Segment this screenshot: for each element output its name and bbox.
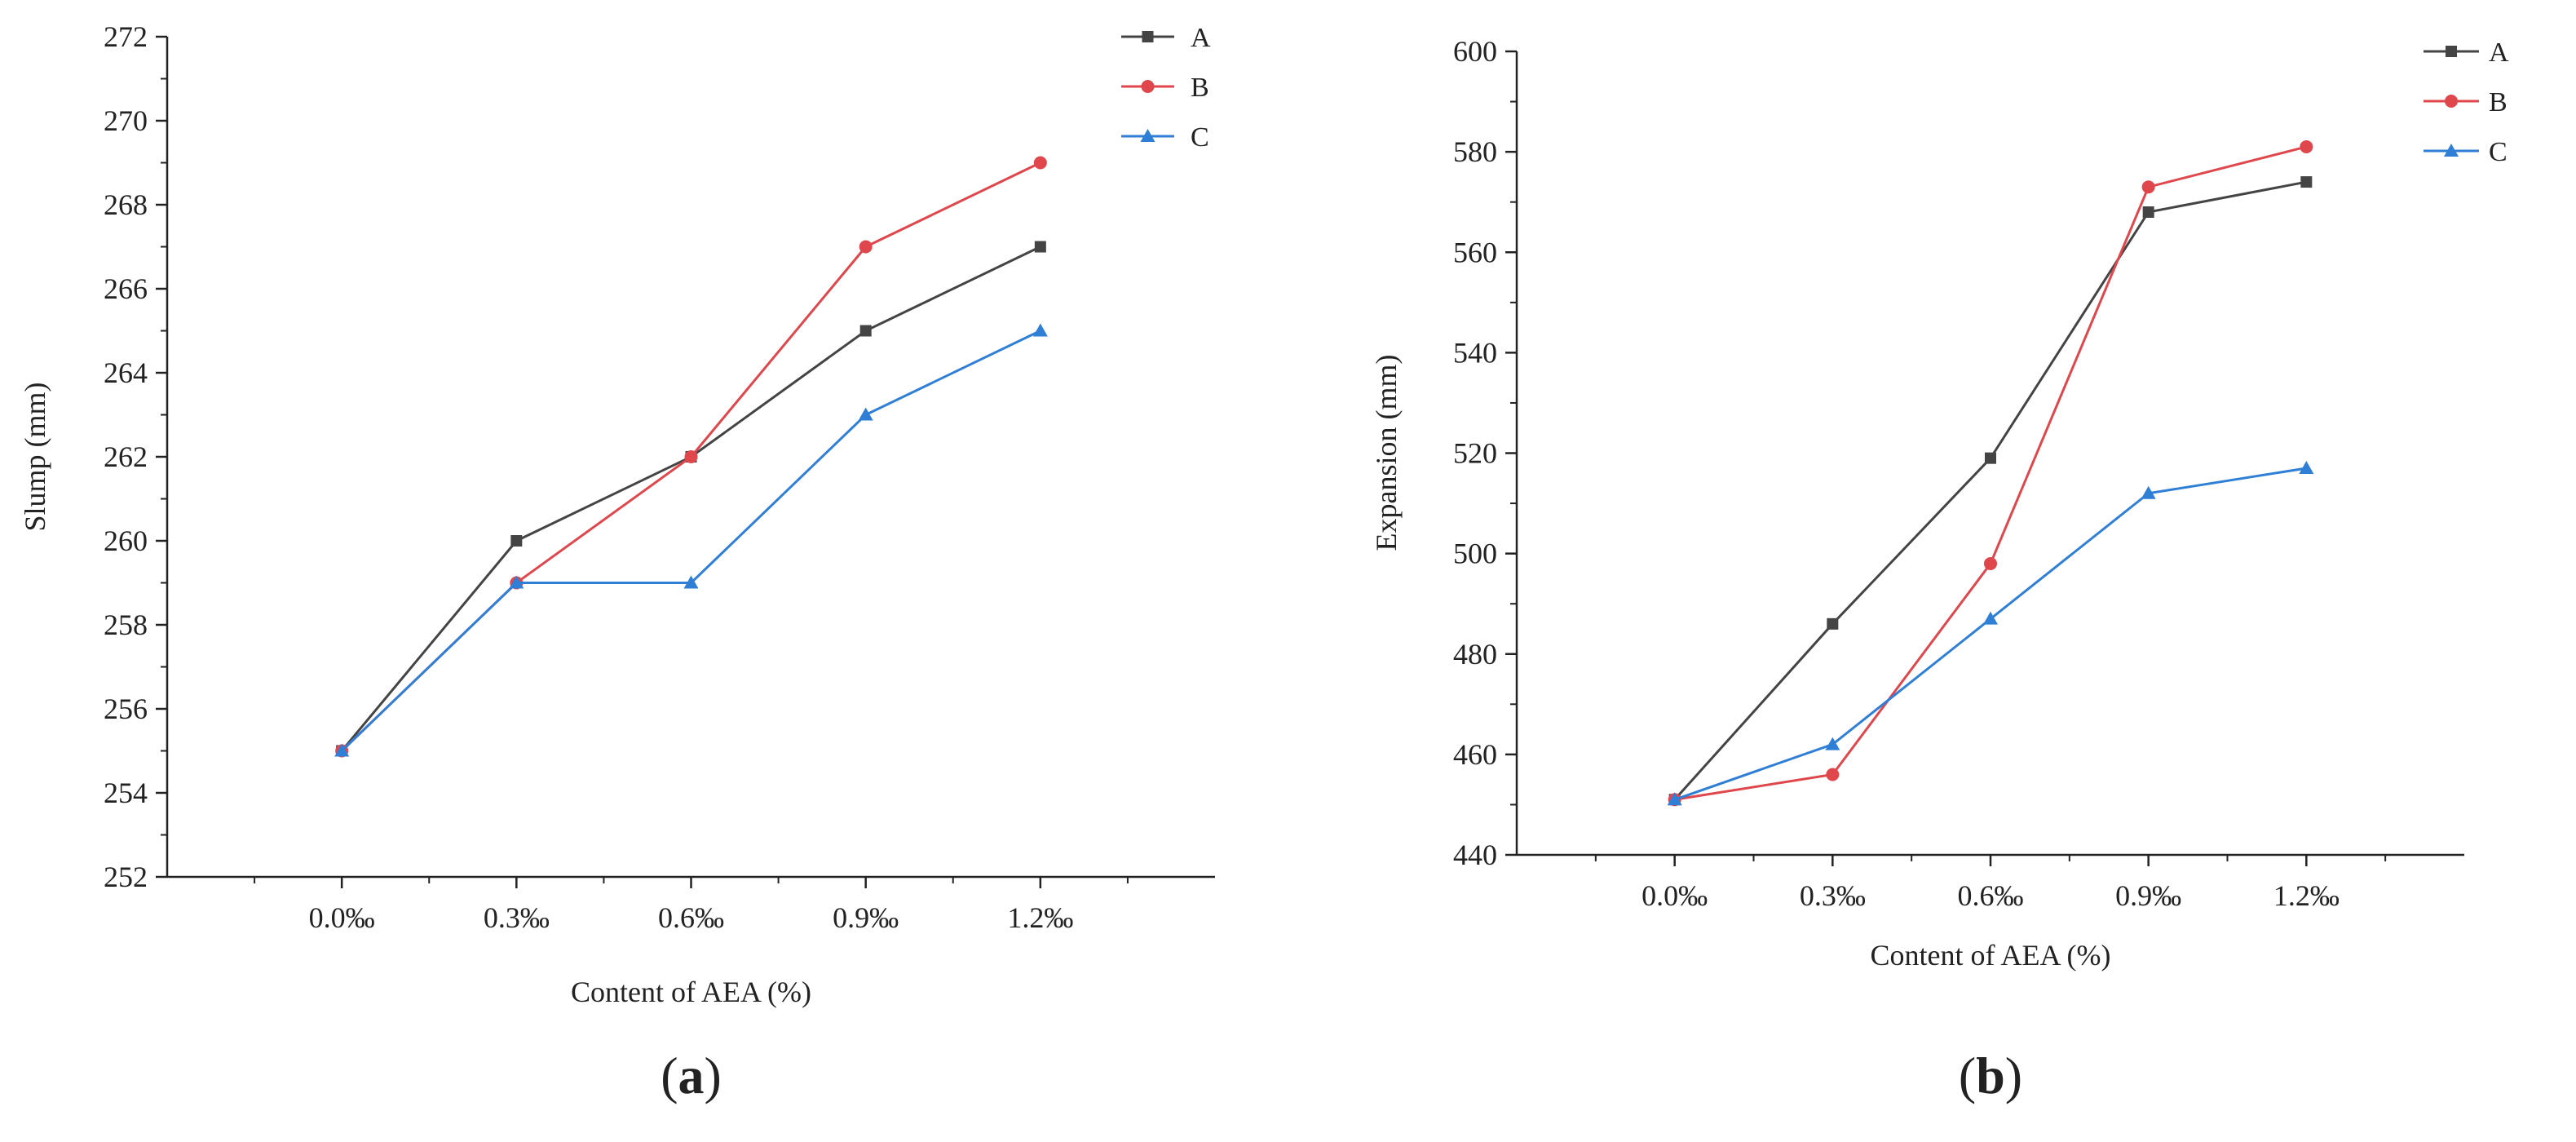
y-tick-label: 480 [1453,638,1497,671]
panel-label-letter: a [678,1047,705,1104]
series-C-point [1032,323,1048,337]
y-tick-label: 270 [104,104,148,137]
legend-label-B: B [1191,73,1209,103]
series-A-point [2300,176,2313,188]
series-B-point [2300,139,2313,153]
legend-label-C: C [1191,122,1209,153]
y-tick-label: 262 [104,440,148,473]
series-A-point [1034,241,1046,253]
x-tick-label: 0.6‰ [658,901,724,934]
legend-swatch-marker [1140,129,1155,142]
x-tick-label: 0.9‰ [2115,879,2181,912]
y-tick-label: 560 [1453,236,1497,268]
y-tick-label: 260 [104,525,148,557]
legend-label-A: A [1191,23,1211,53]
y-tick-label: 258 [104,609,148,641]
y-tick-label: 520 [1453,437,1497,470]
x-tick-label: 0.6‰ [1958,879,2024,912]
series-A-point [1985,452,1996,464]
panel-label-letter: b [1976,1047,2005,1104]
series-B-point [684,450,698,463]
legend-swatch-marker [1141,80,1155,93]
y-tick-label: 600 [1453,35,1497,68]
y-tick-label: 254 [104,777,148,809]
series-B-point [2141,180,2155,194]
y-tick-label: 268 [104,188,148,221]
series-A-point [2142,206,2154,218]
y-tick-label: 264 [104,356,148,389]
series-C-point [509,575,524,589]
x-tick-label: 1.2‰ [2273,879,2340,912]
legend-swatch-marker [1142,31,1154,42]
series-A-point [510,535,523,547]
series-A-line [1673,180,2307,801]
series-B-line [1674,145,2307,801]
x-tick-label: 0.0‰ [309,901,375,934]
legend-swatch-marker [2446,46,2457,57]
series-C-point [2299,460,2314,474]
series-A-point [859,325,872,337]
series-C-point [1983,611,1998,625]
legend-swatch-marker [2444,144,2459,157]
panel-label: (a) [661,1047,722,1104]
series-C-point [1667,792,1682,806]
y-tick-label: 540 [1453,336,1497,369]
panel-label: (b) [1959,1047,2022,1104]
legend-swatch-marker [2445,95,2458,108]
series-A-point [1827,617,1839,630]
y-axis-title: Expansion (mm) [1370,355,1403,551]
panel-b-expansion-chart: 440 460 480 500 520 540 560 580 600 0.0‰ 0.3‰ 0.6‰ 0… [1370,35,2509,1104]
y-tick-label: 256 [104,693,148,725]
x-axis-title: Content of AEA (%) [1871,939,2111,972]
y-tick-label: 440 [1453,839,1497,871]
x-tick-label: 0.0‰ [1641,879,1708,912]
y-axis-title: Slump (mm) [19,382,51,531]
x-tick-label: 0.9‰ [833,901,899,934]
y-tick-label: 266 [104,272,148,305]
panel-a-slump-chart: 252 254 256 258 260 262 264 266 268 270 272 0.0‰ 0.3… [19,20,1215,1104]
series-A-line [341,246,1041,752]
series-C-point [2141,485,2156,499]
series-B-point [859,240,873,254]
series-C-point [683,575,699,589]
y-tick-label: 500 [1453,538,1497,570]
y-tick-label: 580 [1453,135,1497,168]
series-B-point [1033,156,1047,170]
x-tick-label: 0.3‰ [1800,879,1866,912]
series-C-point [858,407,873,421]
x-tick-label: 1.2‰ [1007,901,1073,934]
legend-label-A: A [2489,38,2509,68]
x-tick-label: 0.3‰ [484,901,550,934]
legend-label-B: B [2489,87,2508,117]
series-C-line [341,330,1041,752]
legend-label-C: C [2489,137,2508,167]
series-B-point [1826,768,1840,781]
series-C-point [334,743,350,757]
series-C-line [1674,467,2307,801]
series-B-point [1984,556,1997,570]
y-tick-label: 460 [1453,738,1497,771]
series-C-point [1825,737,1840,750]
y-tick-label: 272 [104,20,148,53]
y-tick-label: 252 [104,861,148,893]
x-axis-title: Content of AEA (%) [571,976,811,1008]
